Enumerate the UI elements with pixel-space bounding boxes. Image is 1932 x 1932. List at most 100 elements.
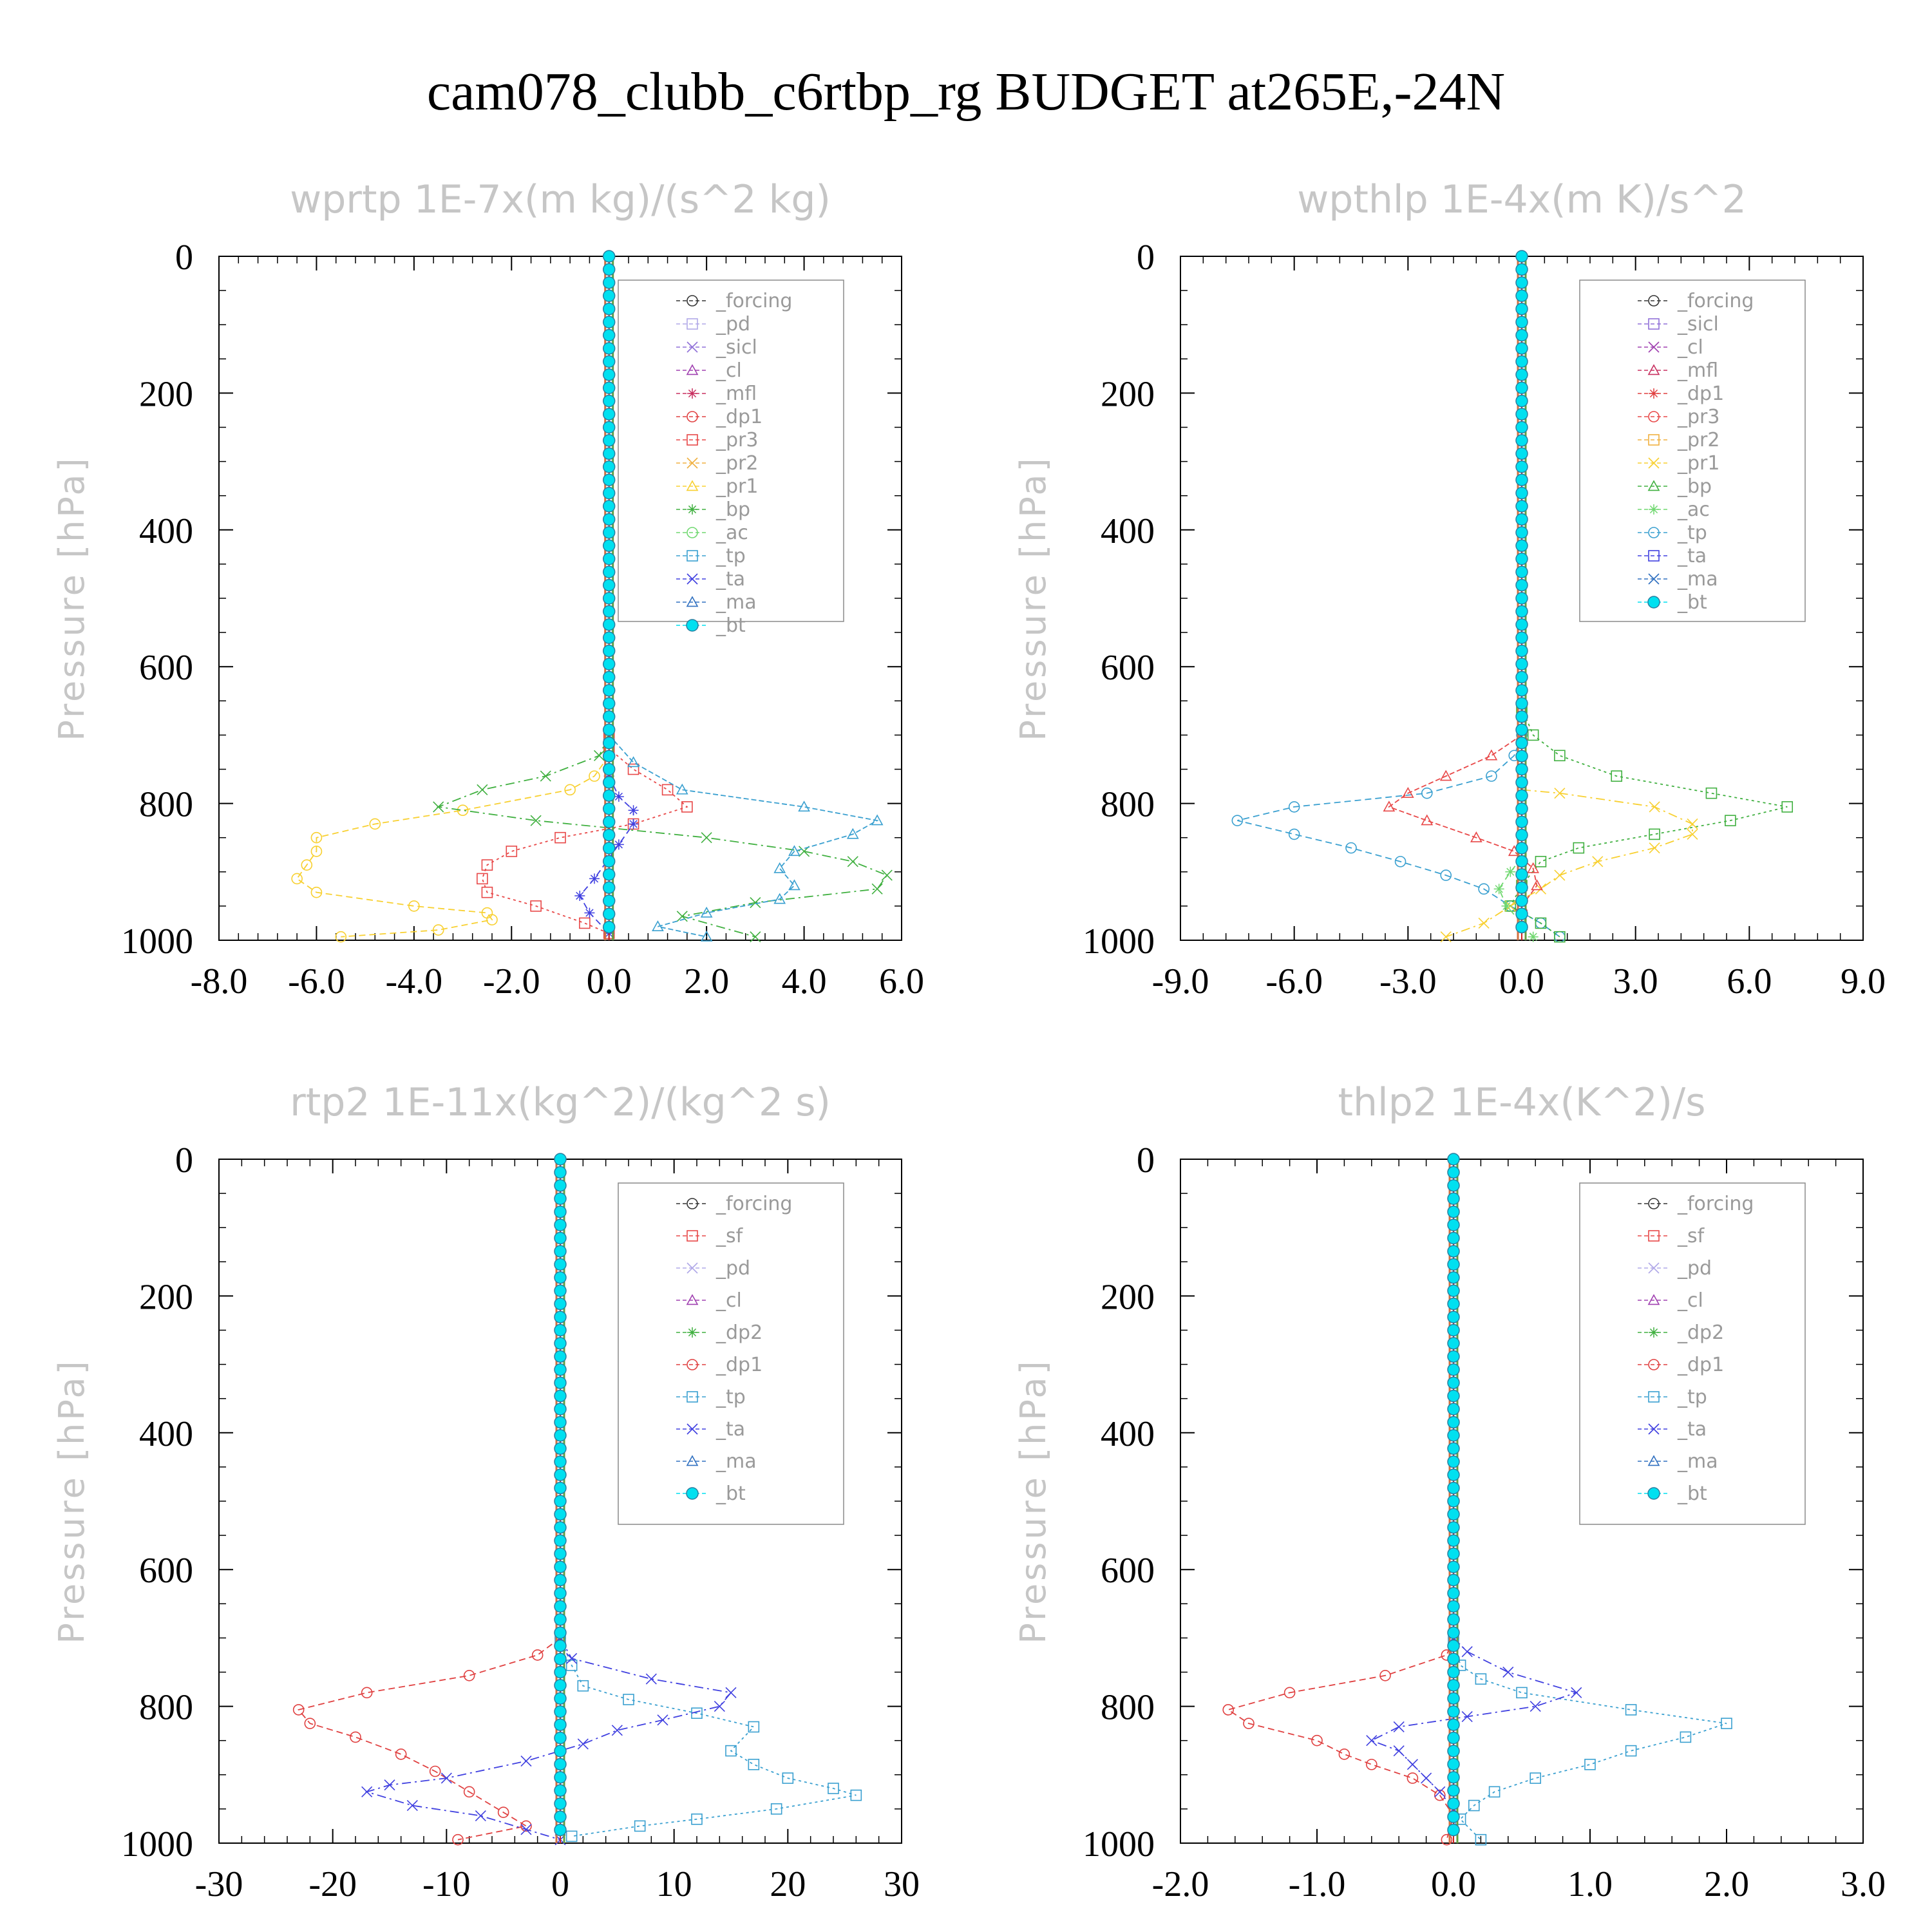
series-point bbox=[1530, 1772, 1541, 1784]
legend-item: _tp bbox=[1638, 1386, 1707, 1408]
legend: _forcing_sicl_cl_mfl_dp1_pr3_pr2_pr1_bp_… bbox=[1579, 279, 1806, 622]
series-point bbox=[1288, 828, 1300, 840]
series-pr3 bbox=[477, 729, 693, 940]
series-point bbox=[1515, 368, 1528, 381]
series-point bbox=[687, 550, 698, 562]
series-tp bbox=[603, 728, 884, 942]
series-point bbox=[554, 1153, 567, 1166]
series-point bbox=[623, 1694, 634, 1705]
series-point bbox=[1447, 1376, 1460, 1389]
series-point bbox=[613, 839, 624, 850]
series-point bbox=[1648, 434, 1660, 446]
series-bp bbox=[1504, 702, 1794, 943]
series-point bbox=[554, 1271, 567, 1284]
series-point bbox=[361, 1786, 373, 1797]
series-point bbox=[634, 1820, 646, 1832]
legend-label: _pr3 bbox=[715, 429, 758, 451]
y-tick-label: 200 bbox=[1101, 1277, 1155, 1317]
series-point bbox=[602, 250, 616, 263]
series-line bbox=[560, 1638, 857, 1837]
panels: wprtp 1E-7x(m kg)/(s^2 kg) Pressure [hPa]… bbox=[52, 177, 1886, 1904]
series-point bbox=[1447, 1153, 1460, 1166]
series-point bbox=[602, 894, 616, 907]
panel-4: thlp2 1E-4x(K^2)/s Pressure [hPa] -2.0 -1.0… bbox=[1013, 1080, 1886, 1904]
series-point bbox=[681, 801, 693, 813]
series-point bbox=[554, 1692, 567, 1705]
series-point bbox=[577, 1680, 589, 1692]
series-point bbox=[602, 631, 616, 645]
legend-box bbox=[618, 1182, 844, 1525]
series-point bbox=[602, 710, 616, 723]
series-point bbox=[1447, 1231, 1460, 1245]
series-point bbox=[881, 869, 893, 881]
y-tick-label: 600 bbox=[1101, 1551, 1155, 1591]
series-point bbox=[554, 1613, 567, 1626]
series-point bbox=[725, 1745, 737, 1757]
series-point bbox=[725, 1687, 737, 1698]
series-point bbox=[1515, 394, 1528, 408]
series-point bbox=[602, 578, 616, 592]
series-point bbox=[602, 762, 616, 776]
series-point bbox=[554, 1745, 567, 1757]
legend-label: _tp bbox=[1677, 1386, 1707, 1408]
y-tick-label: 200 bbox=[139, 374, 193, 414]
series-point bbox=[564, 784, 576, 796]
series-point bbox=[1366, 1735, 1378, 1747]
series-point bbox=[1383, 800, 1396, 812]
series-point bbox=[1515, 421, 1528, 434]
series-point bbox=[1461, 1646, 1473, 1658]
series-point bbox=[554, 1731, 567, 1745]
series-point bbox=[554, 1192, 567, 1206]
series-point bbox=[1531, 879, 1543, 891]
series-point bbox=[1573, 842, 1585, 854]
legend-label: _dp1 bbox=[715, 406, 762, 428]
series-point bbox=[554, 1429, 567, 1442]
y-tick-label: 200 bbox=[139, 1277, 193, 1317]
series-point bbox=[788, 845, 800, 857]
x-tick-label: -8.0 bbox=[191, 961, 248, 1001]
series-point bbox=[687, 1230, 698, 1242]
legend-item: _bt bbox=[1638, 1482, 1707, 1505]
x-tick-label: 3.0 bbox=[1613, 961, 1658, 1001]
series-point bbox=[1705, 787, 1718, 799]
series-point bbox=[1515, 605, 1528, 618]
series-point bbox=[1447, 1521, 1460, 1534]
legend-item: _cl bbox=[676, 359, 742, 382]
series-point bbox=[602, 276, 616, 289]
series-point bbox=[1648, 527, 1660, 538]
legend-label: _forcing bbox=[715, 290, 792, 312]
series-point bbox=[481, 859, 493, 871]
legend-label: _sf bbox=[715, 1225, 744, 1247]
series-point bbox=[1421, 787, 1433, 799]
series-point bbox=[1515, 342, 1528, 355]
x-tick-label: -6.0 bbox=[1265, 961, 1323, 1001]
series-point bbox=[1515, 618, 1528, 631]
series-point bbox=[1393, 1721, 1405, 1733]
series-point bbox=[1515, 328, 1528, 342]
legend-item: _ma bbox=[676, 591, 757, 614]
series-point bbox=[602, 842, 616, 855]
panel-title: wpthlp 1E-4x(m K)/s^2 bbox=[1297, 177, 1747, 222]
series-point bbox=[1515, 460, 1528, 473]
series-point bbox=[1447, 1442, 1460, 1455]
series-point bbox=[602, 381, 616, 394]
series-point bbox=[554, 1639, 567, 1653]
series-point bbox=[687, 1198, 698, 1209]
series-point bbox=[687, 411, 698, 422]
series-point bbox=[1447, 1692, 1460, 1705]
x-tick-label: -20 bbox=[308, 1864, 357, 1904]
x-tick-label: -10 bbox=[422, 1864, 471, 1904]
legend-item: _sf bbox=[676, 1225, 744, 1247]
series-point bbox=[687, 504, 697, 515]
series-point bbox=[1648, 550, 1660, 562]
series-point bbox=[1447, 1481, 1460, 1495]
series-point bbox=[1447, 1784, 1460, 1797]
series-point bbox=[554, 1297, 567, 1311]
y-tick-label: 800 bbox=[139, 785, 193, 825]
series-point bbox=[1515, 894, 1528, 907]
panel-2: wpthlp 1E-4x(m K)/s^2 Pressure [hPa] -9.0 -… bbox=[1013, 177, 1886, 1001]
series-point bbox=[1447, 1455, 1460, 1468]
y-tick-label: 1000 bbox=[1083, 1824, 1155, 1864]
series-point bbox=[1535, 917, 1547, 929]
series-point bbox=[1440, 869, 1452, 881]
